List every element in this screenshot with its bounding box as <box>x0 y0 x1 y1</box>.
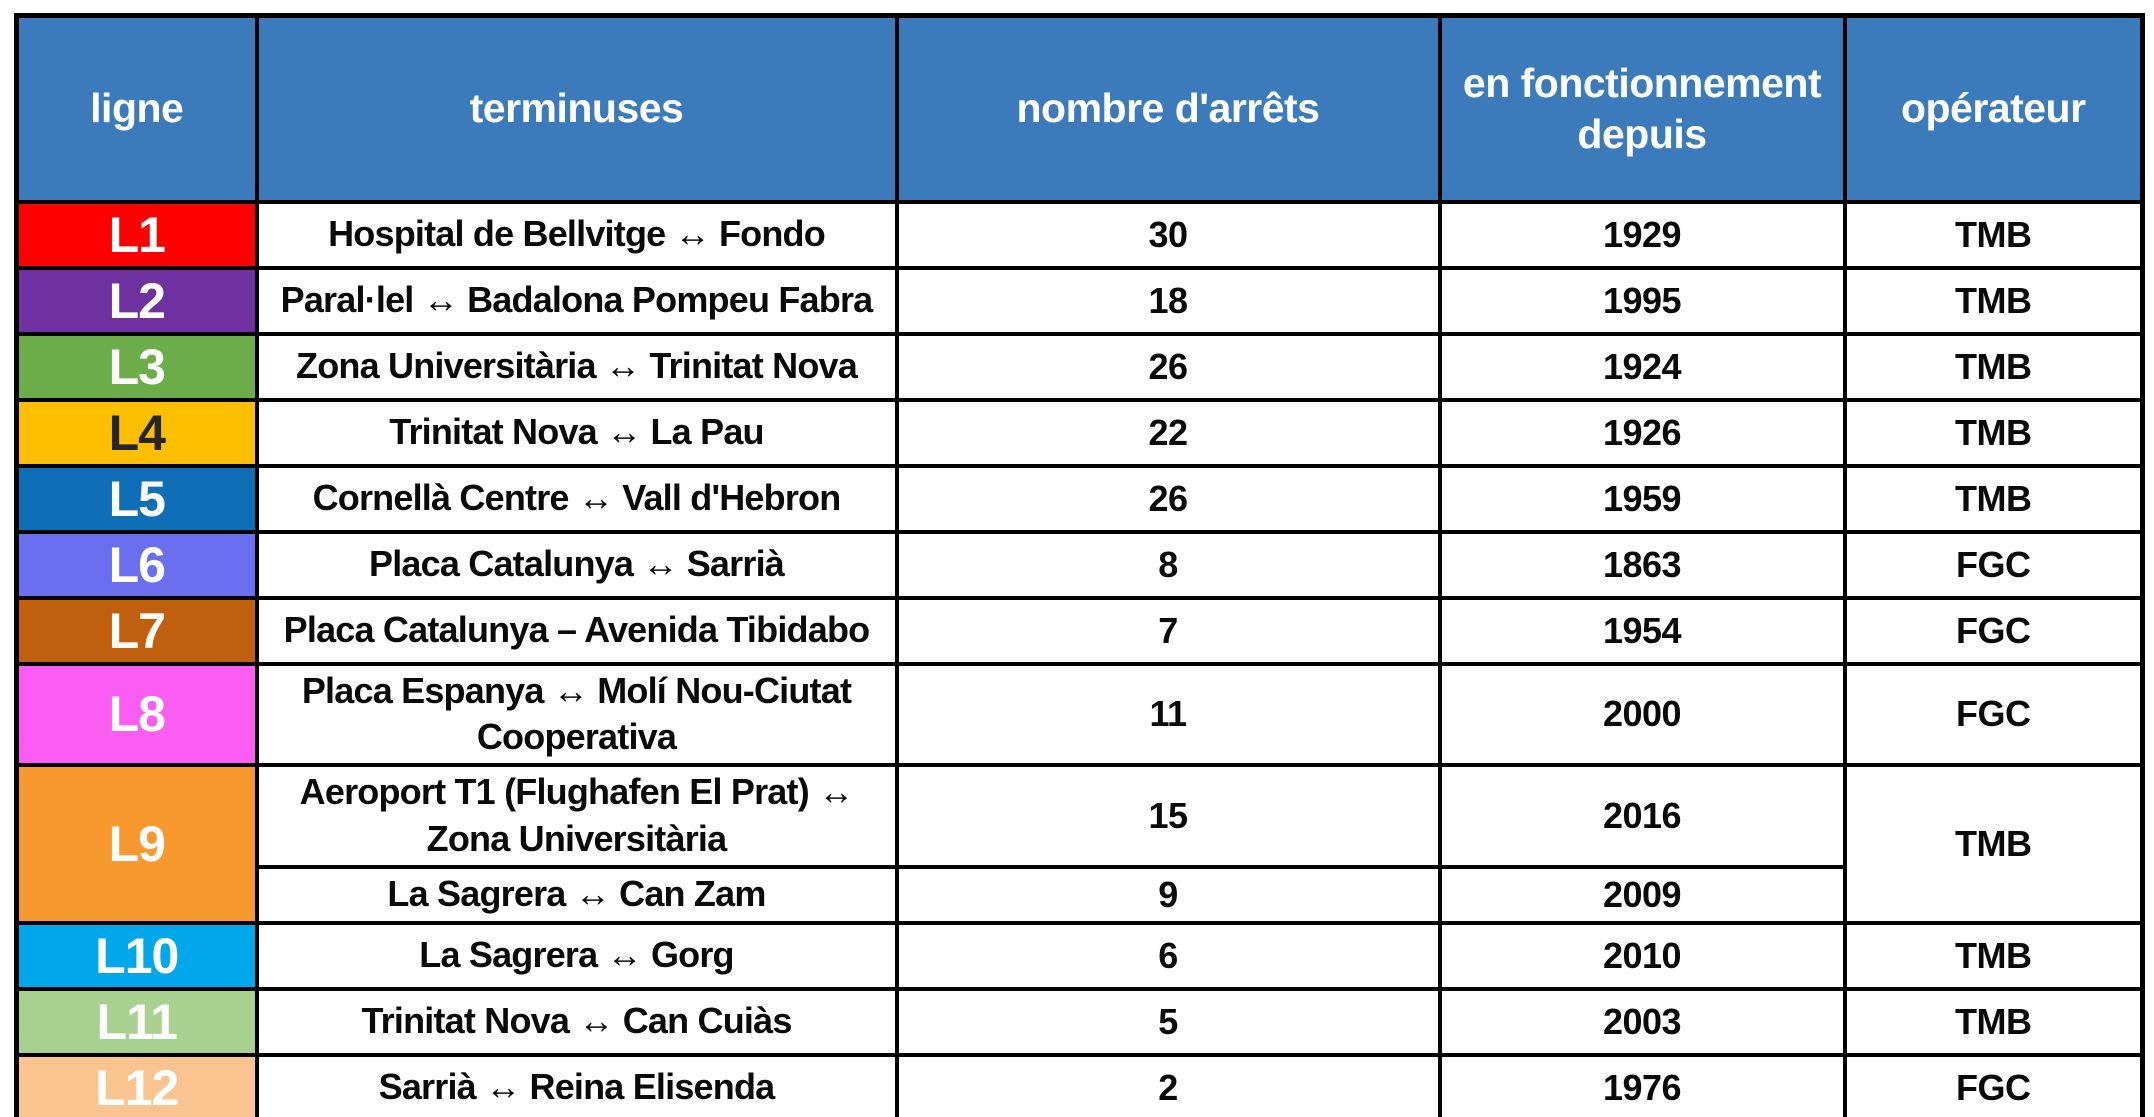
table-row-l6: L6 Placa Catalunya ↔ Sarrià 8 1863 FGC <box>14 529 2145 600</box>
header-ligne: ligne <box>14 13 259 204</box>
stops-cell: 18 <box>894 265 1442 336</box>
stops-cell: 9 <box>894 864 1442 925</box>
stops-cell: 8 <box>894 529 1442 600</box>
operator-cell: TMB <box>1842 199 2145 270</box>
since-cell: 2003 <box>1437 986 1847 1057</box>
stops-cell: 22 <box>894 397 1442 468</box>
terminuses-cell: La Sagrera ↔ Gorg <box>254 920 899 991</box>
table-row-l7: L7 Placa Catalunya – Avenida Tibidabo 7 … <box>14 595 2145 666</box>
table-row-l1: L1 Hospital de Bellvitge ↔ Fondo 30 1929… <box>14 199 2145 270</box>
stops-cell: 26 <box>894 331 1442 402</box>
since-cell: 1926 <box>1437 397 1847 468</box>
since-cell: 2016 <box>1437 763 1847 869</box>
line-badge-l10: L10 <box>14 920 259 991</box>
table-row-l11: L11 Trinitat Nova ↔ Can Cuiàs 5 2003 TMB <box>14 986 2145 1057</box>
line-badge-l6: L6 <box>14 529 259 600</box>
terminuses-cell: Aeroport T1 (Flughafen El Prat) ↔ Zona U… <box>254 763 899 869</box>
terminuses-cell: Placa Espanya ↔ Molí Nou-Ciutat Cooperat… <box>254 661 899 768</box>
metro-lines-table: ligne terminuses nombre d'arrêts en fonc… <box>14 13 2145 1117</box>
stops-cell: 6 <box>894 920 1442 991</box>
header-nombre-arrets: nombre d'arrêts <box>894 13 1442 204</box>
operator-cell-l9: TMB <box>1842 763 2145 925</box>
since-cell: 1995 <box>1437 265 1847 336</box>
line-badge-l5: L5 <box>14 463 259 534</box>
stops-cell: 26 <box>894 463 1442 534</box>
table-row-l5: L5 Cornellà Centre ↔ Vall d'Hebron 26 19… <box>14 463 2145 534</box>
operator-cell: FGC <box>1842 595 2145 666</box>
table-row-l12: L12 Sarrià ↔ Reina Elisenda 2 1976 FGC <box>14 1052 2145 1117</box>
terminuses-cell: Placa Catalunya – Avenida Tibidabo <box>254 595 899 666</box>
line-badge-l11: L11 <box>14 986 259 1057</box>
line-badge-l9: L9 <box>14 763 259 925</box>
table-row-l9-branch-2: La Sagrera ↔ Can Zam 9 2009 <box>17 864 2143 925</box>
table-row-l10: L10 La Sagrera ↔ Gorg 6 2010 TMB <box>14 920 2145 991</box>
operator-cell: TMB <box>1842 331 2145 402</box>
header-row: ligne terminuses nombre d'arrêts en fonc… <box>14 13 2145 204</box>
terminuses-cell: Zona Universitària ↔ Trinitat Nova <box>254 331 899 402</box>
table-row-l4: L4 Trinitat Nova ↔ La Pau 22 1926 TMB <box>14 397 2145 468</box>
stops-cell: 15 <box>894 763 1442 869</box>
operator-cell: FGC <box>1842 529 2145 600</box>
terminuses-cell: Trinitat Nova ↔ Can Cuiàs <box>254 986 899 1057</box>
since-cell: 2009 <box>1437 864 1847 925</box>
operator-cell: TMB <box>1842 265 2145 336</box>
line-badge-l12: L12 <box>14 1052 259 1117</box>
stops-cell: 2 <box>894 1052 1442 1117</box>
terminuses-cell: Placa Catalunya ↔ Sarrià <box>254 529 899 600</box>
table-body: L1 Hospital de Bellvitge ↔ Fondo 30 1929… <box>14 199 2145 1117</box>
operator-cell: TMB <box>1842 397 2145 468</box>
line-badge-l4: L4 <box>14 397 259 468</box>
operator-cell: TMB <box>1842 986 2145 1057</box>
stops-cell: 30 <box>894 199 1442 270</box>
line-badge-l2: L2 <box>14 265 259 336</box>
since-cell: 1976 <box>1437 1052 1847 1117</box>
terminuses-cell: La Sagrera ↔ Can Zam <box>254 864 899 925</box>
since-cell: 1959 <box>1437 463 1847 534</box>
operator-cell: FGC <box>1842 1052 2145 1117</box>
table-header: ligne terminuses nombre d'arrêts en fonc… <box>14 13 2145 204</box>
table-row-l9-branch-1: L9 Aeroport T1 (Flughafen El Prat) ↔ Zon… <box>14 763 2145 925</box>
line-badge-l1: L1 <box>14 199 259 270</box>
terminuses-cell: Sarrià ↔ Reina Elisenda <box>254 1052 899 1117</box>
stops-cell: 11 <box>894 661 1442 768</box>
header-en-fonctionnement-depuis: en fonctionnement depuis <box>1437 13 1847 204</box>
line-badge-l7: L7 <box>14 595 259 666</box>
operator-cell: TMB <box>1842 463 2145 534</box>
stops-cell: 7 <box>894 595 1442 666</box>
header-terminuses: terminuses <box>254 13 899 204</box>
table-row-l8: L8 Placa Espanya ↔ Molí Nou-Ciutat Coope… <box>14 661 2145 768</box>
table-row-l3: L3 Zona Universitària ↔ Trinitat Nova 26… <box>14 331 2145 402</box>
terminuses-cell: Trinitat Nova ↔ La Pau <box>254 397 899 468</box>
since-cell: 2010 <box>1437 920 1847 991</box>
since-cell: 1863 <box>1437 529 1847 600</box>
table-row-l2: L2 Paral·lel ↔ Badalona Pompeu Fabra 18 … <box>14 265 2145 336</box>
header-operateur: opérateur <box>1842 13 2145 204</box>
since-cell: 1924 <box>1437 331 1847 402</box>
since-cell: 1954 <box>1437 595 1847 666</box>
stops-cell: 5 <box>894 986 1442 1057</box>
terminuses-cell: Paral·lel ↔ Badalona Pompeu Fabra <box>254 265 899 336</box>
since-cell: 1929 <box>1437 199 1847 270</box>
line-badge-l8: L8 <box>14 661 259 768</box>
terminuses-cell: Hospital de Bellvitge ↔ Fondo <box>254 199 899 270</box>
operator-cell: TMB <box>1842 920 2145 991</box>
line-badge-l3: L3 <box>14 331 259 402</box>
operator-cell: FGC <box>1842 661 2145 768</box>
terminuses-cell: Cornellà Centre ↔ Vall d'Hebron <box>254 463 899 534</box>
since-cell: 2000 <box>1437 661 1847 768</box>
